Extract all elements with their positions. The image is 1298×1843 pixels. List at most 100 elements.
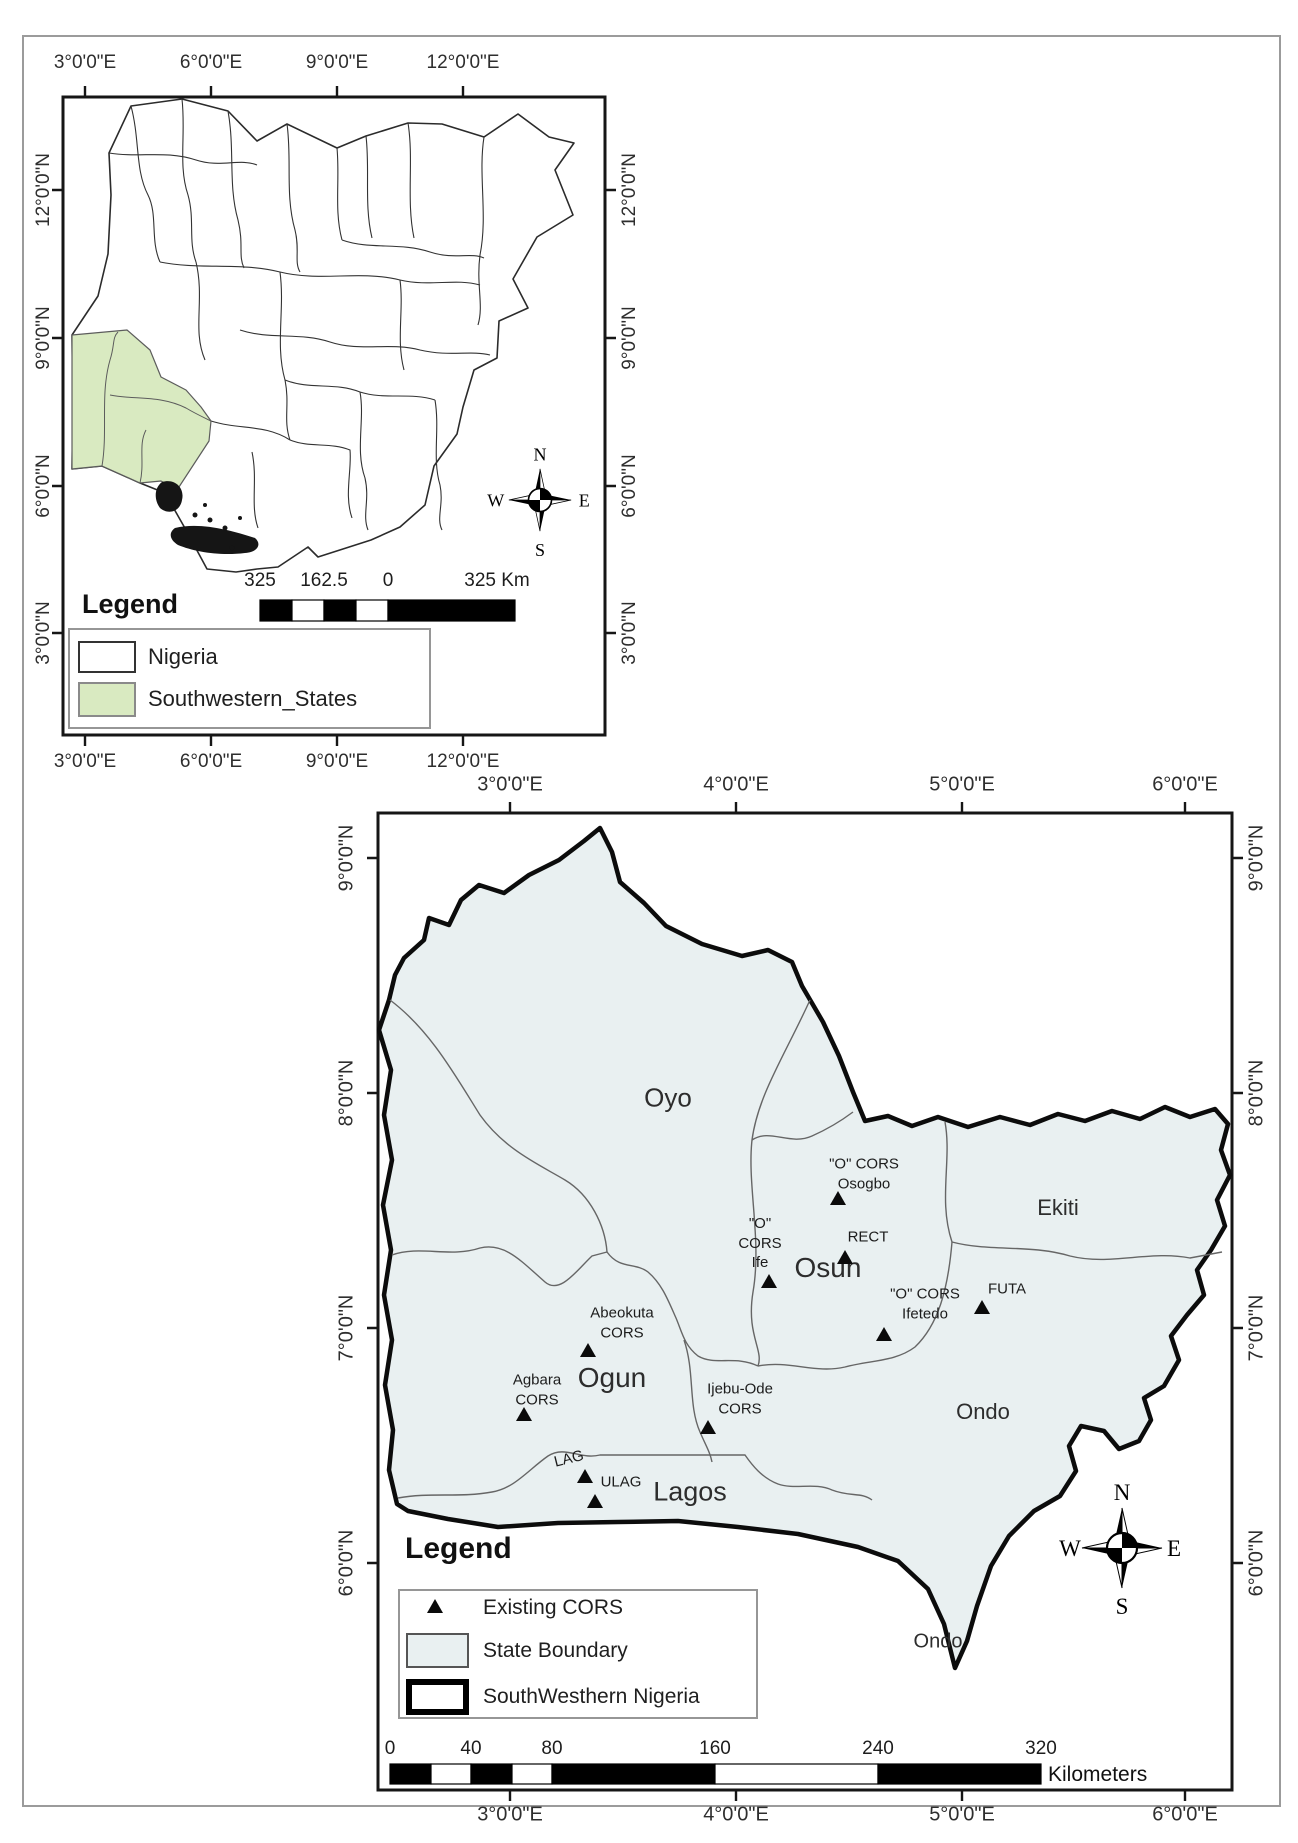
station-marker-rect	[837, 1250, 853, 1264]
station-marker-ife	[761, 1274, 777, 1288]
inset-lon-label-top-12e: 12°0'0"E	[426, 52, 500, 73]
station-label-abeokuta: Abeokuta CORS	[590, 1304, 653, 1343]
main-tick-marks	[367, 802, 1243, 1801]
inset-lat-label-right-9n: 9°0'0"N	[619, 306, 640, 370]
state-label-ondo-south: Ondo	[913, 1630, 963, 1653]
station-label-line: ULAG	[600, 1473, 642, 1491]
station-label-line: CORS	[600, 1324, 644, 1341]
station-label-line: FUTA	[987, 1280, 1027, 1298]
inset-legend-swatch-nigeria	[78, 641, 136, 673]
main-lat-label-left-7n: 7°0'0"N	[335, 1294, 358, 1362]
inset-lat-label-right-3n: 3°0'0"N	[619, 601, 640, 665]
station-label-line: Ife	[751, 1253, 769, 1271]
inset-legend-item-southwestern-states: Southwestern_States	[148, 686, 358, 711]
main-scalebar	[389, 1763, 1042, 1785]
station-label-ulag: ULAG	[601, 1472, 642, 1492]
main-scale-unit: Kilometers	[1048, 1763, 1148, 1786]
inset-compass-n: N	[533, 445, 546, 465]
station-label-line: Ifetedo	[902, 1305, 948, 1322]
main-scale-240: 240	[862, 1738, 894, 1759]
main-lon-label-top-6e: 6°0'0"E	[1152, 773, 1218, 796]
station-label-line: Ijebu-Ode	[707, 1380, 773, 1398]
main-lon-label-bottom-5e: 5°0'0"E	[929, 1803, 995, 1826]
station-label-line: "O" CORS	[890, 1285, 960, 1303]
main-compass-w: W	[1059, 1536, 1081, 1561]
inset-lon-label-bottom-9e: 9°0'0"E	[305, 751, 369, 772]
main-lon-label-bottom-6e: 6°0'0"E	[1152, 1803, 1218, 1826]
inset-lat-label-right-12n: 12°0'0"N	[619, 153, 640, 227]
main-compass-rose: N S W E	[1059, 1480, 1181, 1619]
inset-legend-swatch-southwestern-states	[78, 682, 136, 717]
inset-compass-s: S	[535, 540, 545, 560]
inset-scalebar	[259, 599, 516, 622]
inset-legend-item-nigeria: Nigeria	[148, 644, 218, 669]
inset-scale-325km: 325 Km	[464, 570, 530, 591]
station-label-line: "O" CORS	[829, 1155, 899, 1173]
station-label-osogbo: "O" CORS Osogbo	[829, 1155, 899, 1194]
state-label-lagos: Lagos	[653, 1476, 727, 1507]
state-label-ogun: Ogun	[577, 1362, 647, 1393]
inset-lon-label-top-9e: 9°0'0"E	[305, 52, 369, 73]
southwestern-states-region	[71, 329, 212, 491]
niger-delta-shading	[155, 481, 259, 555]
main-legend-item-existing-cors: Existing CORS	[483, 1596, 624, 1619]
station-marker-lag	[577, 1469, 593, 1483]
station-label-ife: "O" CORS Ife	[738, 1214, 781, 1273]
station-marker-ulag	[587, 1494, 603, 1508]
station-label-line: Abeokuta	[590, 1304, 654, 1322]
station-label-line: Agbara	[512, 1371, 562, 1389]
inset-scale-162: 162.5	[300, 570, 348, 591]
main-lat-label-right-6n: 6°0'0"N	[1245, 1529, 1268, 1597]
main-scale-80: 80	[541, 1738, 563, 1759]
main-scale-160: 160	[699, 1738, 731, 1759]
main-legend-swatch-southwestern-nigeria	[406, 1679, 469, 1715]
main-lat-label-left-6n: 6°0'0"N	[335, 1529, 358, 1597]
main-lat-label-right-8n: 8°0'0"N	[1245, 1059, 1268, 1127]
main-legend-item-southwestern-nigeria: SouthWesthern Nigeria	[483, 1685, 700, 1708]
station-marker-agbara	[516, 1407, 532, 1421]
station-label-line: CORS	[718, 1400, 762, 1417]
inset-compass-e: E	[579, 491, 590, 511]
inset-legend-title: Legend	[82, 589, 179, 619]
station-label-agbara: Agbara CORS	[513, 1371, 561, 1410]
main-lon-label-bottom-3e: 3°0'0"E	[477, 1803, 543, 1826]
main-scale-40: 40	[460, 1738, 482, 1759]
main-legend-swatch-existing-cors	[427, 1599, 443, 1613]
southwestern-internal-boundaries	[101, 331, 212, 484]
station-label-line: "O"	[748, 1214, 772, 1232]
main-lat-label-left-8n: 8°0'0"N	[335, 1059, 358, 1127]
state-label-ondo: Ondo	[956, 1399, 1010, 1424]
inset-compass-w: W	[487, 491, 504, 511]
main-state-boundaries	[389, 999, 1223, 1501]
station-label-line: RECT	[847, 1228, 889, 1246]
state-label-ekiti: Ekiti	[1037, 1195, 1079, 1220]
inset-lon-label-bottom-12e: 12°0'0"E	[426, 751, 500, 772]
figure-border	[22, 35, 1281, 1807]
inset-lon-label-bottom-3e: 3°0'0"E	[53, 751, 117, 772]
inset-lon-label-top-6e: 6°0'0"E	[179, 52, 243, 73]
station-marker-ifetedo	[876, 1327, 892, 1341]
inset-lat-label-right-6n: 6°0'0"N	[619, 454, 640, 518]
inset-lat-label-left-3n: 3°0'0"N	[33, 601, 54, 665]
inset-lon-label-bottom-6e: 6°0'0"E	[179, 751, 243, 772]
nigeria-state-boundaries	[108, 98, 491, 531]
main-scale-0: 0	[384, 1738, 396, 1759]
station-label-futa: FUTA	[988, 1279, 1026, 1299]
station-marker-abeokuta	[580, 1343, 596, 1357]
main-legend-swatch-state-boundary	[406, 1633, 469, 1668]
main-lon-label-bottom-4e: 4°0'0"E	[703, 1803, 769, 1826]
main-lat-label-right-7n: 7°0'0"N	[1245, 1294, 1268, 1362]
station-label-ifetedo: "O" CORS Ifetedo	[890, 1285, 960, 1324]
main-compass-s: S	[1116, 1594, 1129, 1619]
inset-lat-label-left-12n: 12°0'0"N	[33, 153, 54, 227]
main-compass-n: N	[1114, 1480, 1131, 1505]
main-lat-label-left-9n: 9°0'0"N	[335, 824, 358, 892]
inset-lat-label-left-9n: 9°0'0"N	[33, 306, 54, 370]
inset-lon-label-top-3e: 3°0'0"E	[53, 52, 117, 73]
main-lon-label-top-5e: 5°0'0"E	[929, 773, 995, 796]
station-marker-ijebu-ode	[700, 1420, 716, 1434]
inset-scale-0: 0	[382, 570, 394, 591]
southwestern-nigeria-outline	[376, 825, 1233, 1671]
